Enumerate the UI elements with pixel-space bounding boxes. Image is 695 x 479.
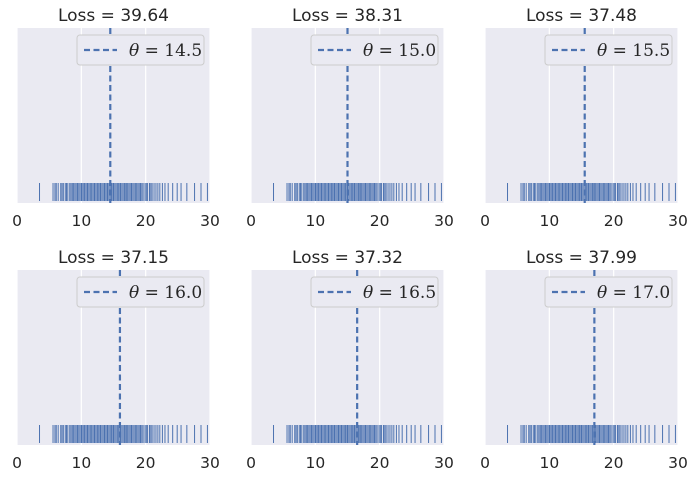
legend-value: = 16.5 [373,283,436,303]
legend-frame [544,34,673,66]
x-tick-label: 20 [604,454,624,472]
legend: θ = 14.5 [76,34,205,66]
legend-label: θ = 14.5 [129,41,202,61]
x-tick-label: 30 [668,212,688,230]
legend-label: θ = 16.5 [363,283,436,303]
x-tick-label: 20 [370,212,390,230]
x-tick-label: 10 [539,212,559,230]
x-tick-label: 0 [12,454,22,472]
legend-frame [76,276,205,308]
x-tick-label: 30 [200,454,220,472]
subplot-title: Loss = 37.99 [526,248,637,268]
legend-frame [544,276,673,308]
legend: θ = 16.0 [76,276,205,308]
theta-symbol: θ [597,283,607,303]
subplot-5: Loss = 37.32 0 10 20 30 θ = 16.5 [246,248,454,472]
legend-frame [310,34,439,66]
x-tick-label: 0 [12,212,22,230]
legend-value: = 15.5 [607,41,670,61]
subplot-title: Loss = 39.64 [58,6,169,26]
legend: θ = 15.5 [544,34,673,66]
legend-label: θ = 15.0 [363,41,436,61]
subplot-title: Loss = 38.31 [292,6,403,26]
x-tick-label: 0 [480,212,490,230]
theta-symbol: θ [129,41,139,61]
x-tick-label: 30 [668,454,688,472]
x-tick-label: 10 [305,454,325,472]
x-tick-label: 20 [370,454,390,472]
x-tick-label: 20 [136,212,156,230]
subplot-2: Loss = 38.31 0 10 20 30 θ = 15.0 [246,6,454,230]
x-tick-label: 0 [480,454,490,472]
x-tick-label: 0 [246,454,256,472]
legend: θ = 15.0 [310,34,439,66]
legend-label: θ = 17.0 [597,283,670,303]
legend-value: = 16.0 [139,283,202,303]
x-tick-label: 30 [434,212,454,230]
x-tick-label: 10 [539,454,559,472]
subplot-1: Loss = 39.64 0 10 20 30 θ = 14.5 [12,6,220,230]
subplot-3: Loss = 37.48 0 10 20 30 θ = 15.5 [480,6,688,230]
subplot-title: Loss = 37.32 [292,248,403,268]
theta-symbol: θ [363,41,373,61]
theta-symbol: θ [363,283,373,303]
subplot-title: Loss = 37.15 [58,248,169,268]
x-tick-label: 20 [604,212,624,230]
x-tick-label: 10 [71,454,91,472]
legend: θ = 16.5 [310,276,439,308]
subplot-6: Loss = 37.99 0 10 20 30 θ = 17.0 [480,248,688,472]
x-tick-label: 10 [71,212,91,230]
subplot-title: Loss = 37.48 [526,6,637,26]
subplot-4: Loss = 37.15 0 10 20 30 θ = 16.0 [12,248,220,472]
x-tick-label: 0 [246,212,256,230]
theta-symbol: θ [129,283,139,303]
legend-value: = 15.0 [373,41,436,61]
legend-value: = 14.5 [139,41,202,61]
legend-label: θ = 15.5 [597,41,670,61]
legend-frame [310,276,439,308]
legend-frame [76,34,205,66]
legend-label: θ = 16.0 [129,283,202,303]
legend-value: = 17.0 [607,283,670,303]
theta-symbol: θ [597,41,607,61]
x-tick-label: 30 [434,454,454,472]
x-tick-label: 10 [305,212,325,230]
x-tick-label: 30 [200,212,220,230]
x-tick-label: 20 [136,454,156,472]
legend: θ = 17.0 [544,276,673,308]
